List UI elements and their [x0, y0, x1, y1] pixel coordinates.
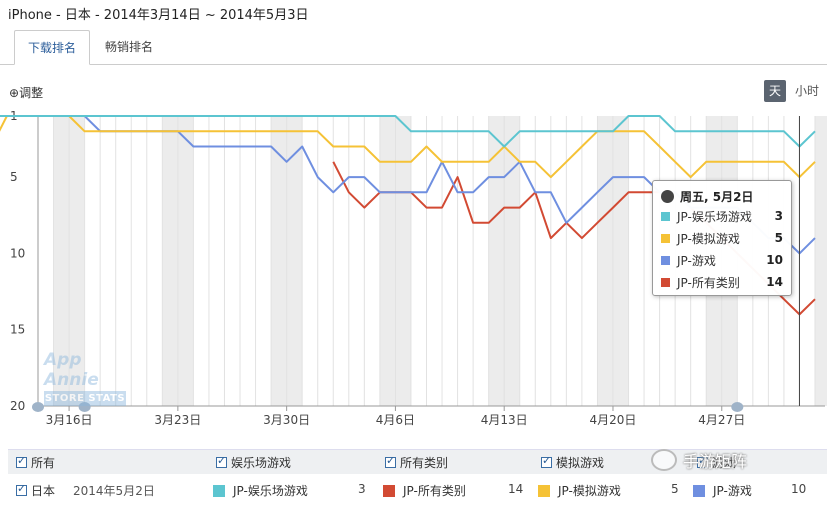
x-tick-label: 3月30日: [263, 413, 310, 427]
filter-games[interactable]: 游戏: [697, 454, 736, 471]
wechat-watermark: 手游矩阵: [651, 448, 747, 472]
zoom-icon: ⊕: [9, 86, 20, 100]
filter-casino-games[interactable]: 娱乐场游戏: [216, 454, 291, 471]
tab-bar: 下载排名 畅销排名: [0, 30, 827, 65]
y-tick-label: 10: [10, 246, 25, 260]
series-line: [0, 115, 816, 179]
legend-value: 3: [358, 482, 366, 496]
annotation-marker: [78, 402, 91, 412]
x-tick-label: 4月20日: [590, 413, 637, 427]
legend-series-simulation[interactable]: JP-模拟游戏: [538, 482, 621, 499]
wechat-icon: [651, 449, 677, 471]
y-tick-label: 5: [10, 170, 18, 184]
filter-all[interactable]: 所有: [16, 454, 55, 471]
tooltip-row: JP-模拟游戏 5: [661, 227, 783, 249]
legend-value: 14: [508, 482, 524, 496]
series-swatch: [213, 484, 225, 497]
legend-value: 5: [671, 482, 679, 496]
tab-downloads[interactable]: 下载排名: [14, 30, 91, 65]
chart-tooltip: 周五, 5月2日 JP-娱乐场游戏 3 JP-模拟游戏 5 JP-游戏 10 JP-所…: [652, 180, 792, 296]
annotation-marker: [731, 402, 744, 412]
filter-simulation-games[interactable]: 模拟游戏: [541, 454, 604, 471]
filter-all-categories[interactable]: 所有类别: [385, 454, 448, 471]
series-swatch: [661, 211, 670, 221]
legend-value: 10: [791, 482, 807, 496]
annotation-marker: [32, 402, 44, 412]
y-tick-label: 20: [10, 399, 25, 413]
zoom-label: 调整: [19, 86, 44, 100]
checkbox[interactable]: [541, 454, 552, 468]
category-filter-bar: 所有 娱乐场游戏 所有类别 模拟游戏 游戏: [8, 449, 827, 474]
x-tick-label: 4月27日: [698, 413, 745, 427]
checkbox[interactable]: [385, 454, 396, 468]
x-tick-label: 3月23日: [154, 413, 201, 427]
x-tick-label: 4月13日: [481, 413, 528, 427]
globe-icon: [661, 189, 674, 203]
legend-date: 2014年5月2日: [73, 484, 155, 498]
checkbox[interactable]: [16, 454, 27, 468]
tab-grossing[interactable]: 畅销排名: [105, 40, 154, 54]
tooltip-row: JP-游戏 10: [661, 249, 783, 271]
series-swatch: [693, 484, 705, 497]
legend-series-all[interactable]: JP-所有类别: [383, 482, 466, 499]
y-tick-label: 15: [10, 323, 25, 337]
checkbox[interactable]: [16, 482, 27, 496]
app-annie-watermark: App Annie STORE STATS: [44, 350, 126, 406]
series-swatch: [383, 484, 395, 497]
series-swatch: [538, 484, 550, 497]
page-title: iPhone - 日本 - 2014年3月14日 ~ 2014年5月3日: [8, 8, 309, 23]
series-swatch: [661, 233, 670, 243]
legend-series-casino[interactable]: JP-娱乐场游戏: [213, 482, 308, 499]
legend-series-games[interactable]: JP-游戏: [693, 482, 752, 499]
x-tick-label: 3月16日: [46, 413, 93, 427]
weekend-band: [815, 116, 827, 406]
hour-toggle[interactable]: 小时: [794, 84, 819, 98]
series-swatch: [661, 255, 670, 265]
series-swatch: [661, 277, 670, 287]
checkbox[interactable]: [697, 454, 708, 468]
day-toggle[interactable]: 天: [764, 80, 786, 102]
x-tick-label: 4月6日: [376, 413, 415, 427]
zoom-control[interactable]: ⊕调整: [9, 84, 43, 101]
tooltip-date: 周五, 5月2日: [680, 189, 754, 204]
tooltip-row: JP-娱乐场游戏 3: [661, 205, 783, 227]
tooltip-row: JP-所有类别 14: [661, 271, 783, 293]
checkbox[interactable]: [216, 454, 227, 468]
series-line: [0, 115, 816, 148]
